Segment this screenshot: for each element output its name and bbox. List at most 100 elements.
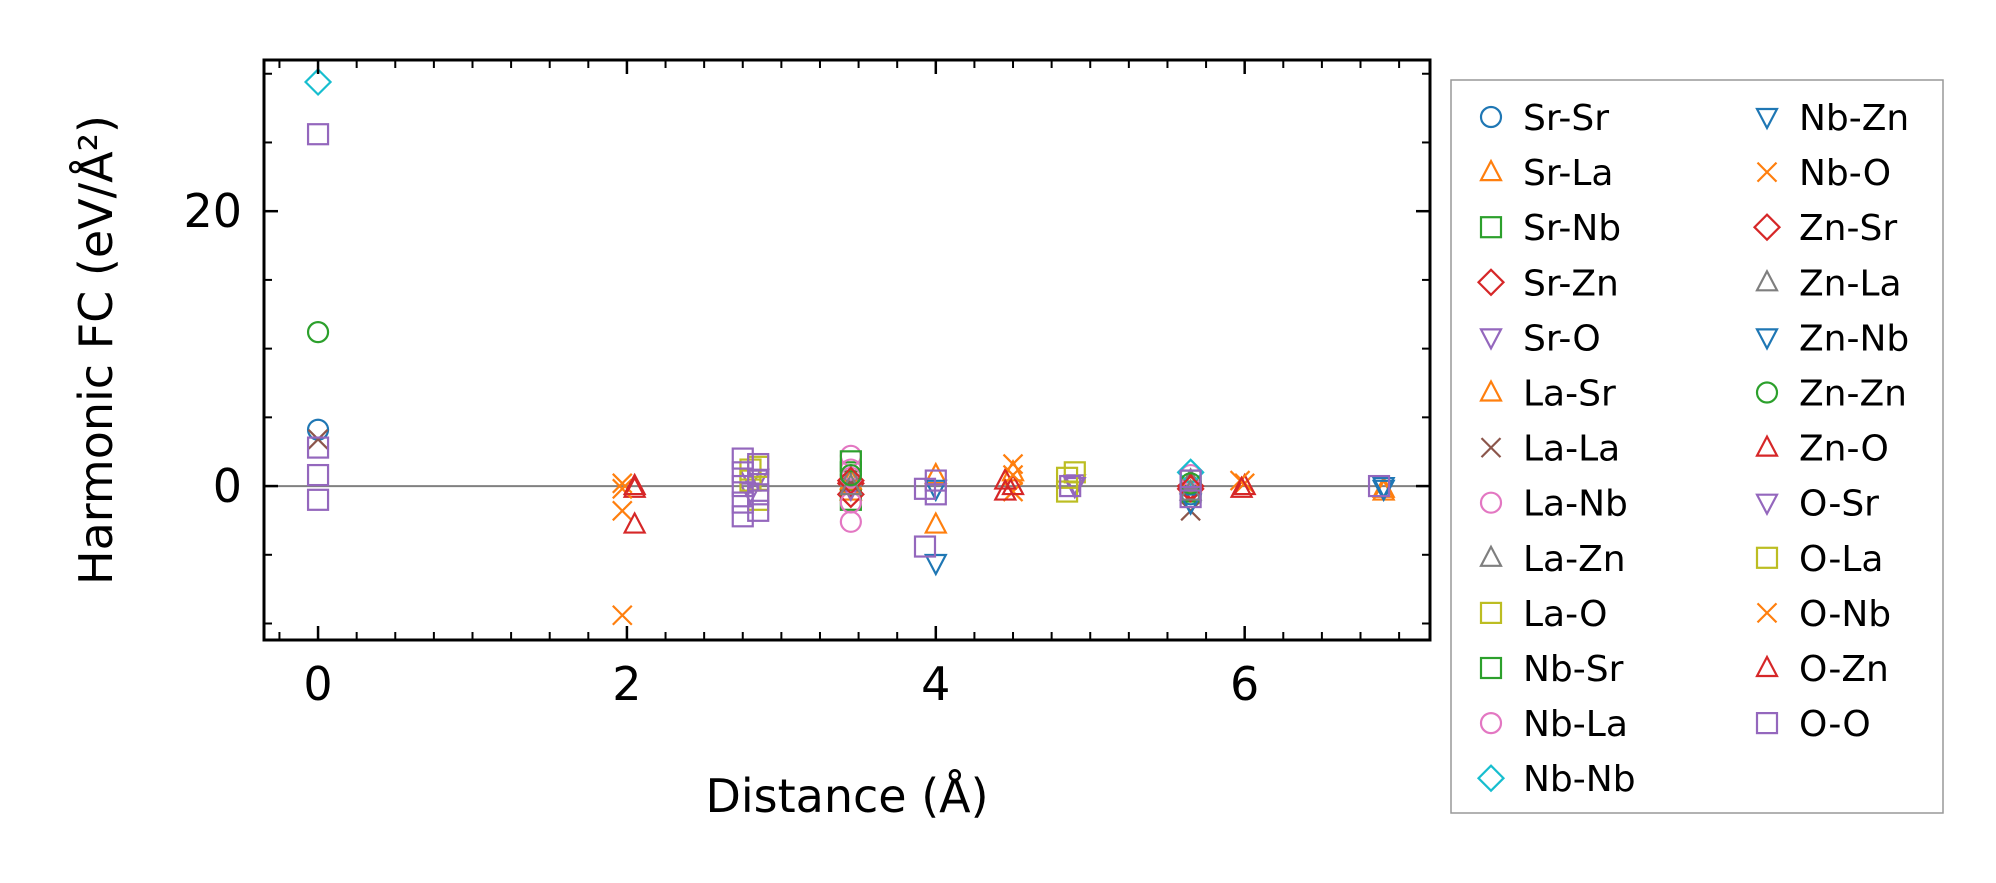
legend-label-o-nb: O-Nb <box>1799 594 1891 635</box>
point-la-la-0 <box>307 429 329 450</box>
legend-marker-sr-la <box>1479 158 1503 182</box>
point-o-o-5 <box>731 461 754 484</box>
legend-marker-zn-zn <box>1755 381 1779 404</box>
legend-marker-la-la <box>1480 437 1502 458</box>
legend-label-la-zn: La-Zn <box>1523 539 1626 580</box>
point-nb-nb-0 <box>303 67 333 97</box>
legend-label-zn-zn: Zn-Zn <box>1799 374 1907 415</box>
legend-label-zn-o: Zn-O <box>1799 429 1889 470</box>
point-nb-o-1 <box>612 500 633 522</box>
legend-marker-o-nb <box>1756 602 1778 624</box>
legend-label-nb-zn: Nb-Zn <box>1799 98 1909 139</box>
legend-label-la-o: La-O <box>1523 594 1607 635</box>
point-nb-zn-1 <box>1178 493 1203 516</box>
point-o-o-16 <box>924 483 947 506</box>
legend-label-sr-zn: Sr-Zn <box>1523 263 1619 304</box>
point-sr-o-1 <box>839 479 863 503</box>
legend-marker-o-sr <box>1755 493 1779 517</box>
legend-label-nb-sr: Nb-Sr <box>1523 649 1624 690</box>
point-o-o-19 <box>1179 485 1202 509</box>
legend-label-o-zn: O-Zn <box>1799 649 1889 690</box>
legend-marker-zn-nb <box>1755 328 1779 351</box>
x-tick-label: 4 <box>921 657 950 711</box>
legend-label-sr-sr: Sr-Sr <box>1523 98 1609 139</box>
legend-label-nb-la: Nb-La <box>1523 704 1628 745</box>
point-o-zn-0 <box>622 472 647 496</box>
legend-marker-sr-o <box>1479 328 1503 351</box>
point-o-o-3 <box>306 488 330 511</box>
point-o-o-11 <box>747 483 770 506</box>
legend-marker-nb-sr <box>1479 656 1503 680</box>
point-o-o-1 <box>306 436 330 459</box>
x-axis-label: Distance (Å) <box>705 769 988 823</box>
legend-marker-nb-nb <box>1476 764 1506 793</box>
legend-label-la-sr: La-Sr <box>1523 374 1616 415</box>
legend-label-zn-la: Zn-La <box>1799 263 1902 304</box>
legend-marker-la-zn <box>1479 544 1503 567</box>
x-tick-label: 6 <box>1230 657 1259 711</box>
legend-label-zn-nb: Zn-Nb <box>1799 318 1909 359</box>
point-o-zn-1 <box>993 478 1018 501</box>
point-la-sr-2 <box>923 511 948 534</box>
point-o-o-7 <box>731 491 754 514</box>
point-o-o-10 <box>747 469 770 492</box>
legend-marker-la-o <box>1479 601 1503 625</box>
legend-label-sr-la: Sr-La <box>1523 153 1613 194</box>
legend-label-la-nb: La-Nb <box>1523 484 1628 525</box>
point-zn-o-4 <box>1232 472 1257 496</box>
legend-label-o-sr: O-Sr <box>1799 484 1879 525</box>
legend-label-nb-nb: Nb-Nb <box>1523 759 1636 800</box>
point-o-o-15 <box>924 469 947 492</box>
legend-marker-o-la <box>1755 546 1779 569</box>
point-o-o-20 <box>1367 474 1391 498</box>
legend-label-nb-o: Nb-O <box>1799 153 1891 194</box>
point-nb-nb-1 <box>1176 458 1205 487</box>
point-o-o-12 <box>747 499 770 522</box>
legend-marker-nb-o <box>1756 161 1778 183</box>
x-tick-label: 2 <box>612 657 641 711</box>
point-o-o-17 <box>1059 474 1082 498</box>
point-zn-sr-1 <box>1176 474 1205 503</box>
legend-marker-la-nb <box>1479 491 1503 514</box>
legend-label-o-la: O-La <box>1799 539 1883 580</box>
point-o-o-0 <box>306 123 330 146</box>
legend-marker-o-zn <box>1755 654 1779 678</box>
point-o-o-8 <box>731 505 754 528</box>
point-la-la-2 <box>1180 500 1201 522</box>
legend: Sr-Sr Sr-La Sr-Nb Sr-Zn Sr-O La-Sr La-La La-Nb L… <box>1476 98 1909 800</box>
y-tick-label: 20 <box>183 184 242 238</box>
point-o-o-6 <box>731 474 754 498</box>
point-zn-o-1 <box>622 511 647 534</box>
data-points <box>303 67 1396 626</box>
plot-frame <box>262 58 1432 642</box>
legend-label-sr-nb: Sr-Nb <box>1523 208 1621 249</box>
legend-marker-la-sr <box>1479 379 1503 402</box>
point-o-o-4 <box>731 447 754 470</box>
point-o-o-9 <box>747 452 770 476</box>
y-axis-label: Harmonic FC (eV/Å²) <box>69 115 123 585</box>
x-tick-label: 0 <box>303 657 332 711</box>
legend-marker-nb-la <box>1479 711 1503 735</box>
point-la-nb-3 <box>839 510 862 533</box>
point-zn-o-0 <box>622 475 647 498</box>
legend-label-la-la: La-La <box>1523 429 1620 470</box>
legend-label-zn-sr: Zn-Sr <box>1799 208 1897 249</box>
legend-label-sr-o: Sr-O <box>1523 318 1601 359</box>
point-o-zn-2 <box>1229 475 1254 498</box>
point-zn-zn-1 <box>839 463 862 487</box>
point-o-o-14 <box>913 535 937 558</box>
point-nb-o-2 <box>612 604 633 626</box>
legend-box <box>1450 79 1944 814</box>
legend-marker-zn-la <box>1755 268 1779 292</box>
point-o-o-18 <box>1179 469 1202 492</box>
legend-label-o-o: O-O <box>1799 704 1871 745</box>
point-nb-sr-0 <box>839 450 862 473</box>
legend-marker-zn-sr <box>1752 213 1782 242</box>
point-o-o-2 <box>306 463 330 487</box>
legend-marker-zn-o <box>1755 434 1779 457</box>
y-tick-label: 0 <box>213 459 242 513</box>
legend-marker-sr-sr <box>1479 105 1503 129</box>
legend-marker-sr-nb <box>1479 216 1503 239</box>
axis-ticks: 0 2 4 6 0 20 <box>183 60 1430 711</box>
